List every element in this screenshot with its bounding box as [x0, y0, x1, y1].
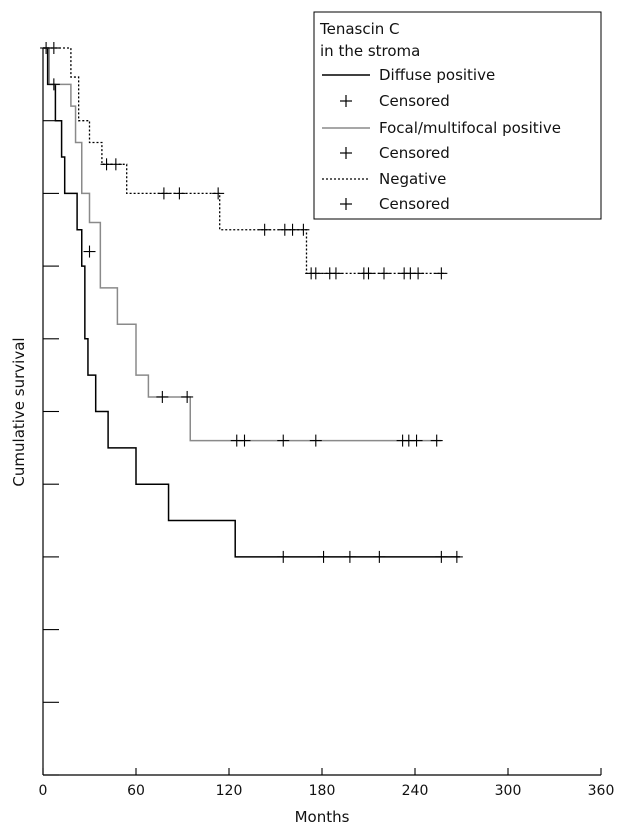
x-tick-label: 240 — [402, 783, 429, 799]
censor-mark-series-2 — [157, 187, 170, 200]
legend-censor-marker-2 — [340, 147, 352, 159]
x-axis-label: Months — [295, 808, 350, 826]
censor-mark-series-1 — [410, 434, 423, 447]
censor-mark-series-0 — [450, 550, 463, 563]
censor-mark-series-2 — [258, 223, 271, 236]
legend-label-focal: Focal/multifocal positive — [379, 119, 561, 137]
censor-mark-series-2 — [173, 187, 186, 200]
censor-mark-series-2 — [378, 267, 390, 280]
censor-mark-series-0 — [277, 550, 290, 563]
x-tick-label: 120 — [216, 783, 243, 799]
censor-mark-series-1 — [156, 390, 169, 403]
x-tick-label: 60 — [127, 783, 145, 799]
censor-mark-series-2 — [309, 267, 322, 280]
censor-mark-series-0 — [435, 550, 448, 563]
censor-mark-series-2 — [412, 267, 425, 280]
x-tick-label: 360 — [588, 783, 615, 799]
censor-mark-series-2 — [109, 158, 122, 171]
censor-mark-series-2 — [329, 267, 342, 280]
censor-mark-series-2 — [212, 187, 225, 200]
censor-mark-series-1 — [277, 434, 290, 447]
legend: Tenascin C in the stroma Diffuse positiv… — [313, 11, 602, 220]
legend-label-negative: Negative — [379, 170, 446, 188]
x-tick-label: 300 — [495, 783, 522, 799]
legend-label-diffuse: Diffuse positive — [379, 66, 495, 84]
censor-mark-series-0 — [373, 550, 386, 563]
censor-mark-series-1 — [430, 434, 443, 447]
legend-title-line-2: in the stroma — [320, 42, 420, 60]
legend-title-line-1: Tenascin C — [319, 20, 400, 38]
censor-mark-series-1 — [238, 434, 251, 447]
censor-mark-series-2 — [362, 267, 375, 280]
censor-mark-series-1 — [83, 245, 96, 258]
censor-mark-series-0 — [343, 550, 356, 563]
censor-mark-series-1 — [181, 390, 194, 403]
censor-mark-series-2 — [286, 223, 299, 236]
legend-label-censored-1: Censored — [379, 92, 450, 110]
censor-mark-series-2 — [435, 267, 448, 280]
y-axis-label: Cumulative survival — [10, 337, 28, 486]
series-line-0 — [43, 47, 460, 558]
legend-censor-marker-3 — [340, 198, 352, 210]
y-axis-ticks — [43, 47, 59, 776]
censor-mark-series-0 — [317, 550, 330, 563]
censor-mark-series-2 — [47, 42, 60, 54]
x-tick-label: 180 — [309, 783, 336, 799]
plot-area: 0 60 120 180 240 300 360 — [39, 42, 615, 799]
censor-marks — [40, 42, 463, 563]
legend-label-censored-3: Censored — [379, 195, 450, 213]
censor-mark-series-2 — [297, 223, 310, 236]
censor-mark-series-0 — [47, 78, 60, 91]
x-axis-ticks: 0 60 120 180 240 300 360 — [39, 768, 615, 799]
legend-box — [313, 11, 602, 220]
censor-mark-series-1 — [309, 434, 322, 447]
legend-label-censored-2: Censored — [379, 144, 450, 162]
series-line-1 — [43, 47, 442, 442]
legend-censor-marker-1 — [340, 95, 352, 107]
x-tick-label: 0 — [39, 783, 48, 799]
